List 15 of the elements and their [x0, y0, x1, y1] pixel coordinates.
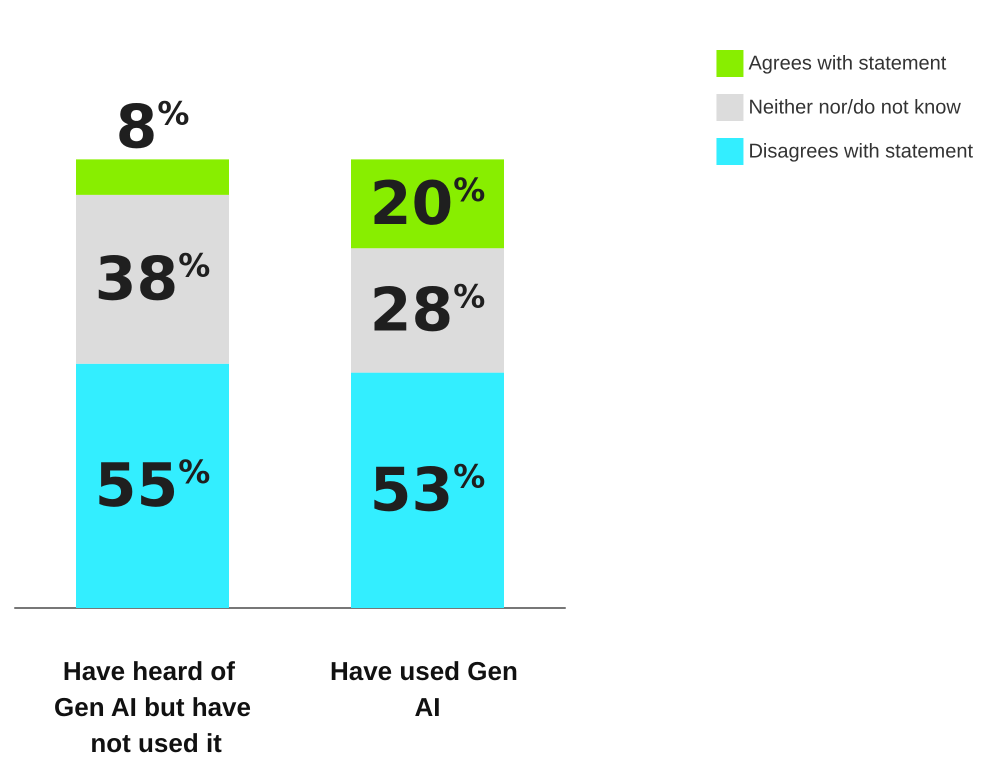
- data-label: 55%: [94, 450, 210, 521]
- data-label: 38%: [94, 244, 210, 314]
- data-label: 20%: [370, 168, 486, 239]
- data-label: 28%: [370, 275, 486, 346]
- bar: [76, 159, 229, 195]
- bar: [76, 364, 229, 608]
- bar: [76, 194, 229, 364]
- legend-label: Neither nor/do not know: [748, 96, 962, 118]
- bar: [351, 372, 504, 608]
- x-tick-label: Have heard of Gen AI but have not used it: [54, 656, 251, 758]
- legend-label: Disagrees with statement: [748, 140, 974, 162]
- data-label: 8%: [116, 92, 190, 162]
- x-tick-label: Have used Gen AI: [330, 656, 526, 722]
- data-label: 53%: [370, 455, 486, 526]
- legend-label: Agrees with statement: [748, 52, 947, 74]
